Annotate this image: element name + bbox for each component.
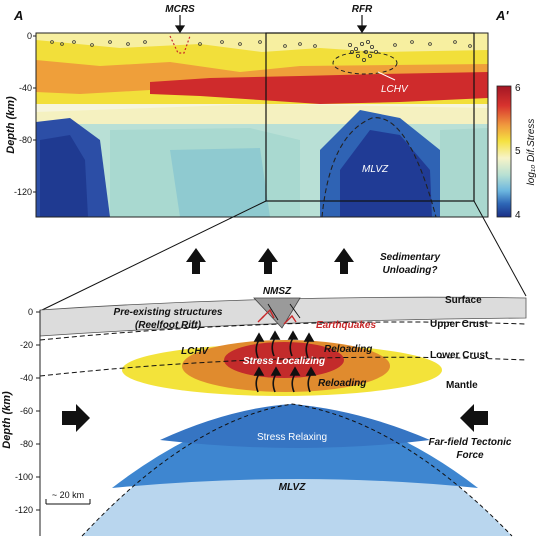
colorbar xyxy=(496,85,512,218)
svg-text:-100: -100 xyxy=(15,472,33,482)
label-upper-crust: Upper Crust xyxy=(430,319,488,330)
label-mantle: Mantle xyxy=(446,380,478,391)
svg-text:5: 5 xyxy=(515,146,521,157)
marker-mcrs: MCRS xyxy=(165,4,195,15)
label-lower-crust: Lower Crust xyxy=(430,350,489,361)
sedimentary-label-1: Sedimentary xyxy=(380,252,440,263)
scale-bar-label: ~ 20 km xyxy=(52,490,84,500)
label-lchv-top: LCHV xyxy=(381,84,409,95)
top-panel-frame xyxy=(35,32,489,218)
bottom-ylabel: Depth (km) xyxy=(1,391,13,449)
label-stress-localizing: Stress Localizing xyxy=(243,356,325,367)
svg-text:-120: -120 xyxy=(14,187,32,197)
zoom-line-right xyxy=(473,200,527,297)
label-far-field-2: Force xyxy=(456,450,484,461)
label-earthquakes: Earthquakes xyxy=(316,320,376,331)
label-far-field-1: Far-field Tectonic xyxy=(429,437,512,448)
label-reloading-lower: Reloading xyxy=(318,378,366,389)
svg-text:6: 6 xyxy=(515,83,521,94)
svg-text:0: 0 xyxy=(28,307,33,317)
down-arrow-icons xyxy=(174,15,368,34)
up-arrow-icons xyxy=(186,248,354,274)
svg-text:-40: -40 xyxy=(19,83,32,93)
sedimentary-label-2: Unloading? xyxy=(383,265,438,276)
label-reloading-upper: Reloading xyxy=(324,344,372,355)
label-stress-relaxing: Stress Relaxing xyxy=(257,432,327,443)
svg-text:4: 4 xyxy=(515,210,521,221)
svg-text:-80: -80 xyxy=(20,439,33,449)
label-a: A xyxy=(13,8,23,23)
label-mlvz-top: MLVZ xyxy=(362,164,389,175)
svg-text:0: 0 xyxy=(27,31,32,41)
stress-cross-section xyxy=(36,33,488,217)
zoom-line-left xyxy=(41,200,267,311)
label-surface: Surface xyxy=(445,295,482,306)
label-mlvz-bottom: MLVZ xyxy=(279,482,307,493)
conceptual-model xyxy=(39,296,527,537)
svg-text:-20: -20 xyxy=(20,340,33,350)
label-nmsz: NMSZ xyxy=(263,286,292,297)
svg-text:-60: -60 xyxy=(20,406,33,416)
zoom-box xyxy=(265,32,475,202)
bottom-yticks: 0 -20 -40 -60 -80 -100 -120 xyxy=(15,307,33,515)
far-field-arrow-icons xyxy=(62,404,488,432)
label-lchv-bottom: LCHV xyxy=(181,346,210,357)
top-ylabel: Depth (km) xyxy=(5,96,17,154)
label-a-prime: A' xyxy=(495,8,509,23)
label-preexisting-2: (Reelfoot Rift) xyxy=(135,320,202,331)
svg-text:-40: -40 xyxy=(20,373,33,383)
colorbar-label: log₁₀ Dif.Stress xyxy=(526,119,537,186)
svg-text:-120: -120 xyxy=(15,505,33,515)
svg-text:-80: -80 xyxy=(19,135,32,145)
label-preexisting-1: Pre-existing structures xyxy=(114,307,223,318)
colorbar-ticks: 6 5 4 xyxy=(515,83,521,221)
top-yticks: 0 -40 -80 -120 xyxy=(14,31,32,197)
marker-rfr: RFR xyxy=(352,4,373,15)
